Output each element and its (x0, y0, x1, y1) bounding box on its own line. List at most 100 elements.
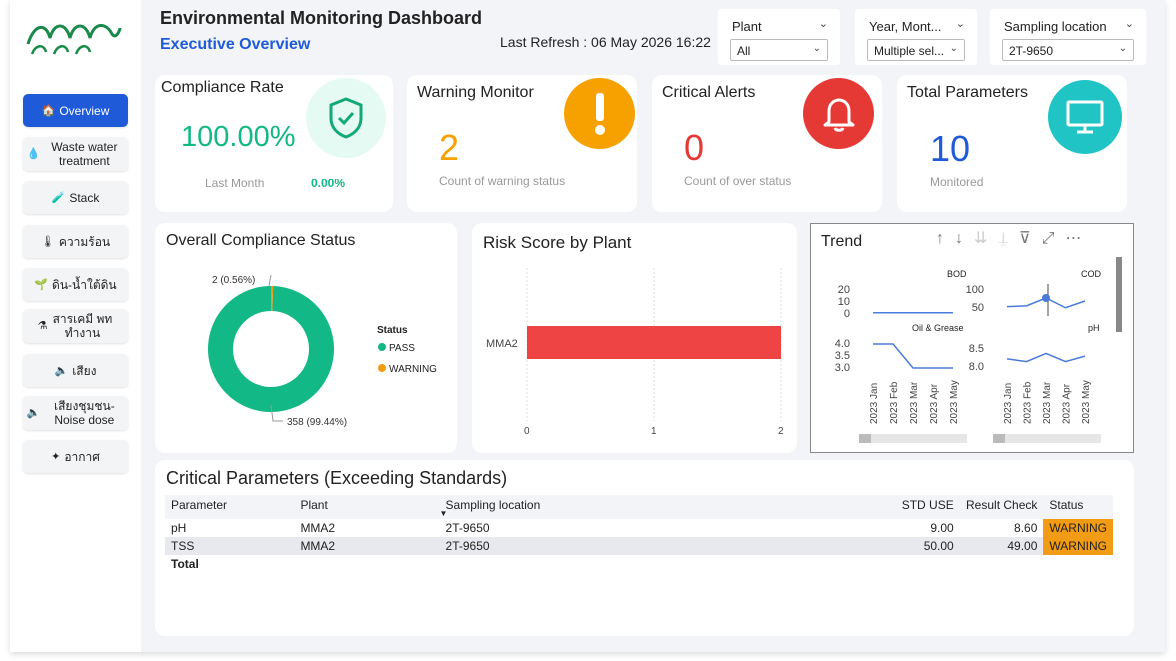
compliance-value: 100.00% (181, 121, 296, 153)
section-title: Critical Parameters (Exceeding Standards… (166, 468, 508, 488)
monitor-icon (1048, 80, 1122, 154)
section-title: Trend (821, 233, 863, 250)
nav-community-noise[interactable]: 🔈 เสียงชุมชน-Noise dose (23, 396, 128, 430)
table-header-row: Parameter Plant Sampling location ▼ STD U… (165, 495, 1113, 519)
cell-location: 2T-9650 (445, 521, 490, 535)
slicer-label: Plant (732, 19, 762, 34)
kpi-compliance-card: Compliance Rate 100.00% Last Month 0.00% (155, 75, 393, 212)
trend-small-multiples: BOD COD Oil & Grease pH 0 10 20 50 100 3… (835, 257, 1122, 443)
home-icon: 🏠 (41, 104, 56, 117)
scrollbar-thumb[interactable] (993, 434, 1005, 443)
nav-overview[interactable]: 🏠 Overview (23, 94, 128, 127)
kpi-title: Critical Alerts (662, 84, 756, 101)
speaker-icon: 🔈 (26, 407, 41, 419)
critical-parameters-table: Parameter Plant Sampling location ▼ STD U… (165, 495, 1113, 573)
legend-swatch-pass (378, 343, 386, 351)
vertical-scrollbar[interactable] (1116, 257, 1122, 332)
more-options-icon[interactable]: ⋯ (1065, 230, 1093, 247)
column-header[interactable]: Result Check (959, 495, 1044, 519)
scrollbar-thumb[interactable] (859, 434, 871, 443)
section-title: Overall Compliance Status (166, 232, 356, 249)
compliance-status-card: Overall Compliance Status 2 (0.56%) 358 … (155, 223, 457, 453)
last-refresh: Last Refresh : 06 May 2026 16:22 (500, 34, 711, 50)
column-header[interactable]: Status (1043, 495, 1113, 519)
chevron-down-icon[interactable]: ⌄ (1124, 18, 1134, 30)
y-tick-label: 8.0 (969, 361, 984, 373)
cell-result: 49.00 (959, 537, 1044, 555)
column-header[interactable]: Plant (294, 495, 440, 519)
slicer-label: Year, Mont... (869, 19, 942, 34)
legend-label-warning[interactable]: WARNING (389, 364, 437, 375)
cell-plant: MMA2 (300, 521, 336, 535)
legend-label-pass[interactable]: PASS (389, 343, 415, 354)
sidebar: 🏠 Overview 💧 Waste water treatment 🧪 Stack … (10, 0, 141, 652)
slicer-label: Sampling location (1004, 19, 1107, 34)
x-tick-label: 2023 Jan (1003, 383, 1014, 424)
nav-stack[interactable]: 🧪 Stack (23, 181, 128, 214)
nav-waste-water[interactable]: 💧 Waste water treatment (23, 137, 128, 171)
risk-bar-chart: MMA2 0 1 2 (486, 268, 784, 437)
table-total-row: Total (165, 555, 1113, 573)
kpi-title: Compliance Rate (161, 79, 284, 96)
status-badge: WARNING (1043, 519, 1113, 537)
drill-up-icon[interactable]: ↑ (936, 230, 955, 247)
donut-segment-pass[interactable] (207, 286, 334, 412)
x-tick-label: 0 (524, 426, 530, 437)
kpi-title: Total Parameters (907, 84, 1028, 101)
critical-parameters-card: Critical Parameters (Exceeding Standards… (155, 460, 1134, 636)
flask-icon: ⚗ (37, 320, 48, 332)
bar-mma2[interactable] (527, 326, 781, 359)
drill-down-icon[interactable]: ↓ (955, 230, 974, 247)
status-badge: WARNING (1043, 537, 1113, 555)
page-subtitle: Executive Overview (160, 36, 311, 53)
chevron-down-icon[interactable]: ⌄ (955, 18, 965, 30)
column-header[interactable]: Parameter (165, 495, 295, 519)
warning-caption: Count of warning status (439, 174, 566, 188)
year-month-dropdown[interactable]: Multiple sel... ⌄ (867, 39, 965, 61)
expand-all-icon[interactable]: ⇊ (974, 230, 999, 247)
critical-value: 0 (684, 127, 705, 168)
donut-segment-warning[interactable] (271, 286, 274, 312)
legend-swatch-warning (378, 364, 386, 372)
filter-icon[interactable]: ⊽ (1019, 230, 1042, 247)
nav-soil-groundwater[interactable]: 🌱 ดิน-น้ำใต้ดิน (23, 268, 128, 301)
cell-parameter: pH (171, 521, 187, 535)
focus-mode-icon[interactable]: ⤢ (1041, 230, 1066, 247)
plant-dropdown[interactable]: All ⌄ (730, 39, 828, 61)
legend-title: Status (377, 325, 408, 336)
section-title: Risk Score by Plant (483, 233, 632, 252)
y-tick-label: 3.0 (835, 362, 850, 374)
nav-noise[interactable]: 🔈 เสียง (23, 354, 128, 387)
data-point-highlight[interactable] (1042, 294, 1050, 302)
y-tick-label: 50 (972, 302, 984, 314)
kpi-title: Warning Monitor (417, 84, 534, 101)
donut-label-warning: 2 (0.56%) (212, 275, 255, 286)
column-header[interactable]: Sampling location ▼ (439, 495, 877, 519)
x-tick-label: 2023 Apr (1062, 383, 1073, 424)
trend-line-ph[interactable] (1006, 352, 1086, 363)
nav-air[interactable]: ✦ อากาศ (23, 440, 128, 473)
y-tick-label: 8.5 (969, 343, 984, 355)
x-tick-label: 2023 May (949, 380, 960, 424)
total-value: 10 (930, 128, 971, 169)
sampling-location-dropdown[interactable]: 2T-9650 ⌄ (1002, 39, 1134, 61)
expand-hierarchy-icon[interactable]: ⍊ (998, 230, 1020, 247)
kpi-critical-card: Critical Alerts 0 Count of over status (652, 75, 882, 212)
chevron-down-icon[interactable]: ⌄ (818, 18, 828, 30)
cell-std-use: 9.00 (930, 521, 954, 535)
nav-heat[interactable]: 🌡 ความร้อน (23, 225, 128, 258)
nav-chemicals[interactable]: ⚗ สารเคมี พท ทำงาน (23, 309, 128, 343)
table-row[interactable]: TSS MMA2 2T-9650 50.00 49.00 WARNING (165, 537, 1113, 555)
cell-result: 8.60 (1014, 521, 1038, 535)
thermometer-icon: 🌡 (40, 235, 55, 248)
scrollbar-track[interactable] (993, 434, 1101, 443)
exclamation-icon (564, 78, 635, 149)
trend-line-oil-grease[interactable] (873, 343, 953, 369)
scrollbar-track[interactable] (859, 434, 967, 443)
column-header[interactable]: STD USE (876, 495, 960, 519)
panel-title-ph: pH (1088, 323, 1100, 333)
table-row[interactable]: pH MMA2 2T-9650 9.00 8.60 WARNING (165, 519, 1113, 537)
critical-caption: Count of over status (684, 174, 792, 188)
sort-desc-icon[interactable]: ▼ (439, 509, 448, 518)
category-label: MMA2 (486, 338, 518, 350)
